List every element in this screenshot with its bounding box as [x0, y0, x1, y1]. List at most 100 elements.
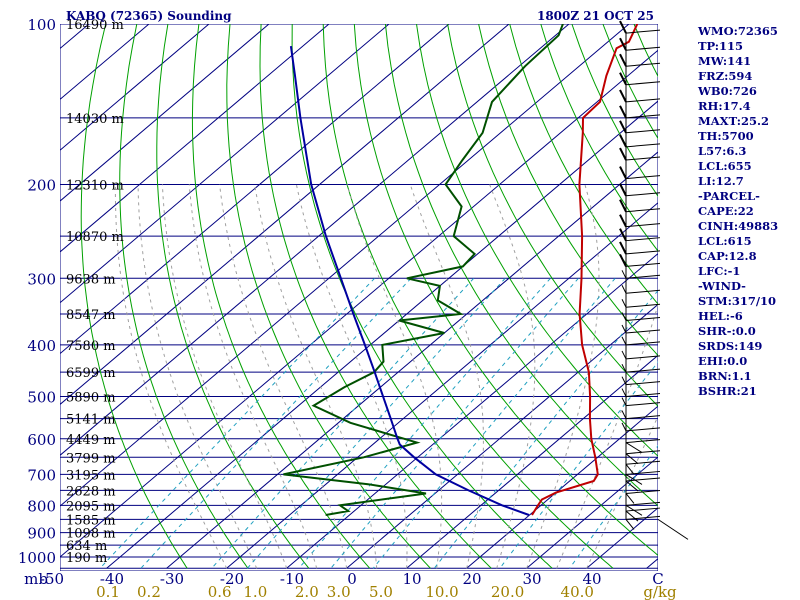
height-label: 8547 m — [66, 308, 116, 323]
mixing-ratio-line — [211, 277, 475, 569]
sounding-index: LFC:-1 — [698, 264, 741, 278]
isotherm-line — [526, 456, 658, 569]
pressure-tick-label: 900 — [27, 525, 56, 543]
dewpoint-profile — [283, 24, 564, 516]
mixing-ratio-line — [298, 277, 551, 569]
isotherm-line — [466, 405, 658, 569]
isotherm-line — [60, 24, 510, 406]
wind-barb-feather — [625, 480, 639, 492]
wind-barb — [625, 393, 661, 398]
mixing-ratio-line — [433, 289, 658, 569]
wind-barb — [625, 402, 661, 407]
wind-barb-feather — [625, 510, 639, 522]
mixing-ratio-label: 0.6 — [208, 583, 232, 600]
wind-barb — [625, 329, 661, 334]
wind-barb — [625, 355, 661, 360]
wind-barb-flag — [619, 37, 627, 51]
isotherm-line — [60, 49, 658, 558]
mixing-ratio-line — [372, 277, 616, 569]
wind-barb-feather — [621, 324, 627, 334]
sounding-index: STM:317/10 — [698, 294, 777, 308]
temperature-tick-label: 0 — [347, 570, 357, 588]
sounding-index: LCL:655 — [698, 159, 752, 173]
wind-barb — [625, 175, 661, 180]
wind-barb — [625, 460, 661, 465]
wind-barb — [625, 143, 661, 148]
wind-barb — [625, 341, 661, 346]
wind-barb-feather — [621, 397, 627, 406]
mixing-ratio-label: g/kg — [643, 583, 677, 600]
temperature-tick-label: 40 — [582, 570, 601, 588]
wind-barb — [625, 156, 661, 161]
wind-barb-feather — [625, 463, 635, 475]
wind-barb — [625, 250, 661, 255]
temperature-profile — [531, 24, 639, 516]
wind-barb-flag — [619, 120, 627, 134]
sounding-index: BSHR:21 — [698, 384, 757, 398]
sounding-index: CAPE:22 — [698, 204, 754, 218]
height-label: 2095 m — [66, 499, 116, 514]
temperature-tick-label: -20 — [220, 570, 244, 588]
wind-barb-feather — [621, 336, 627, 346]
sounding-index: -PARCEL- — [698, 189, 760, 203]
sounding-index: BRN:1.1 — [698, 369, 752, 383]
wind-barb — [625, 381, 661, 386]
wind-barb-feather — [621, 299, 627, 308]
mixing-ratio-label: 20.0 — [491, 583, 524, 600]
isotherm-line — [60, 24, 330, 253]
dry-adiabat — [191, 24, 371, 569]
wind-barb-feather — [625, 504, 643, 516]
wind-barb-feather — [621, 350, 627, 360]
moist-adiabat — [526, 184, 600, 569]
wind-barb — [625, 29, 661, 34]
temperature-tick-label: -40 — [100, 570, 124, 588]
temperature-tick-label: -10 — [280, 570, 304, 588]
wind-barb — [625, 450, 661, 455]
wind-barb-flag — [619, 253, 627, 267]
wind-barb — [625, 274, 661, 279]
mixing-ratio-line — [140, 277, 412, 569]
pressure-tick-label: 200 — [27, 176, 56, 194]
wind-barb-flag — [619, 105, 627, 119]
wind-barb — [625, 317, 661, 322]
sounding-index: LI:12.7 — [698, 174, 744, 188]
dry-adiabat — [353, 24, 658, 557]
height-label: 2628 m — [66, 484, 116, 499]
dry-adiabat — [447, 24, 658, 407]
temperature-tick-label: 30 — [522, 570, 541, 588]
wind-barb-feather — [621, 270, 627, 279]
mixing-ratio-line — [99, 277, 375, 569]
mixing-ratio-label: 3.0 — [327, 583, 351, 600]
wind-barb — [625, 470, 661, 475]
mixing-ratio-line — [330, 277, 579, 569]
height-label: 9638 m — [66, 272, 116, 287]
wind-barb — [625, 192, 661, 197]
wind-barb — [625, 98, 661, 103]
height-label: 10870 m — [66, 230, 124, 245]
temperature-tick-label: 10 — [402, 570, 421, 588]
sounding-index: HEL:-6 — [698, 309, 743, 323]
wind-barb — [625, 507, 661, 512]
dry-adiabat — [291, 24, 553, 569]
wind-barb — [625, 439, 661, 444]
wind-barb-feather — [621, 363, 627, 373]
wind-barb — [625, 515, 661, 520]
mixing-ratio-label: 0.1 — [96, 583, 120, 600]
isotherm-line — [346, 303, 658, 569]
isotherm-line — [60, 24, 210, 151]
wind-barb-flag — [619, 183, 627, 197]
sounding-index: TP:115 — [698, 39, 744, 53]
mixing-ratio-label: 2.0 — [295, 583, 319, 600]
wind-barb-flag — [619, 241, 627, 255]
mixing-ratio-line — [569, 444, 658, 569]
wind-barb-flag — [619, 72, 627, 86]
mixing-ratio-label: 40.0 — [561, 583, 594, 600]
wind-barb — [625, 223, 661, 228]
moist-adiabat — [114, 184, 228, 569]
pressure-tick-label: 700 — [27, 466, 56, 484]
moist-adiabat — [556, 303, 658, 569]
wind-barb-feather — [625, 493, 635, 504]
wind-barb — [625, 501, 661, 506]
wind-barb — [625, 415, 661, 420]
